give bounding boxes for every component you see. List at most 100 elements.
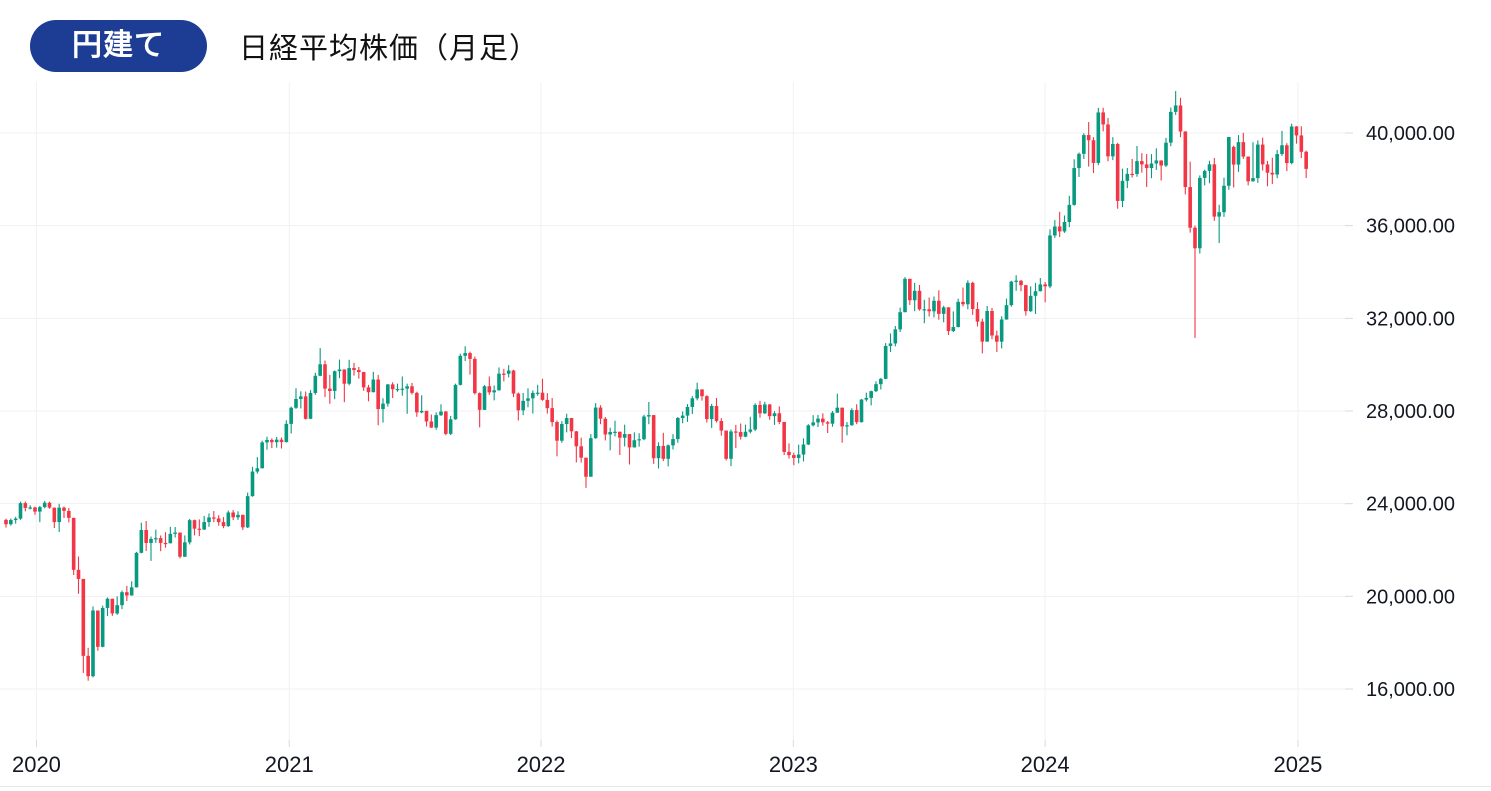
candle-body	[763, 404, 767, 414]
candle-body	[603, 418, 608, 435]
candle-body	[453, 384, 458, 420]
candle-body	[767, 404, 772, 417]
candle-body	[506, 370, 511, 374]
candle-body	[270, 439, 274, 443]
candle-body	[1202, 170, 1207, 178]
candle-body	[801, 444, 806, 455]
candle-body	[477, 393, 482, 410]
candle-body	[608, 432, 612, 435]
candle-body	[1159, 160, 1163, 166]
candle-body	[903, 278, 907, 313]
candle-body	[874, 384, 878, 392]
candle-body	[695, 389, 699, 399]
candle-body	[811, 422, 815, 426]
candle-body	[13, 518, 18, 521]
x-axis-label: 2025	[1273, 752, 1322, 777]
candle-body	[163, 542, 168, 545]
candle-body	[279, 439, 284, 443]
candle-body	[545, 399, 550, 409]
candle-body	[337, 369, 342, 372]
candle-body	[42, 502, 47, 508]
candle-body	[105, 598, 110, 608]
candle-body	[216, 518, 221, 523]
candle-body	[908, 278, 912, 301]
candle-body	[168, 533, 173, 544]
currency-badge-label: 円建て	[72, 29, 165, 62]
candle-body	[850, 410, 854, 426]
candle-body	[917, 290, 922, 310]
candle-body	[323, 364, 327, 389]
candle-body	[758, 404, 762, 414]
candle-body	[1275, 154, 1279, 175]
candle-body	[33, 507, 37, 512]
candle-body	[115, 605, 119, 614]
candle-body	[816, 418, 820, 423]
candle-body	[342, 369, 347, 384]
candle-body	[656, 445, 661, 459]
candle-body	[1009, 281, 1014, 306]
candle-body	[927, 309, 931, 312]
candle-body	[1207, 164, 1212, 171]
candle-body	[110, 598, 115, 614]
candle-body	[1149, 163, 1154, 169]
candle-body	[23, 503, 28, 508]
candle-body	[386, 384, 390, 404]
candle-body	[96, 610, 100, 647]
candle-body	[139, 529, 144, 553]
candle-body	[511, 370, 516, 394]
candle-body	[62, 507, 66, 511]
candle-body	[1227, 136, 1231, 186]
candle-body	[724, 430, 728, 459]
y-axis-label: 40,000.00	[1366, 123, 1455, 145]
candle-body	[1057, 226, 1062, 232]
candle-body	[260, 442, 264, 469]
candle-body	[405, 386, 409, 389]
candle-body	[390, 384, 395, 390]
candle-body	[4, 519, 8, 525]
candle-body	[671, 439, 675, 446]
candle-body	[937, 300, 941, 314]
candle-body	[956, 301, 960, 328]
candle-body	[28, 507, 32, 509]
candle-body	[1265, 164, 1270, 173]
candle-body	[1028, 295, 1033, 312]
candle-body	[1033, 291, 1038, 296]
candle-body	[429, 421, 434, 428]
candle-body	[1130, 173, 1134, 176]
candle-body	[154, 538, 158, 540]
y-axis-label: 24,000.00	[1366, 494, 1455, 516]
candle-body	[961, 301, 965, 305]
candle-body	[883, 345, 888, 379]
candle-body	[980, 321, 985, 342]
y-axis-label: 36,000.00	[1366, 216, 1455, 238]
candle-body	[941, 307, 946, 314]
candle-body	[410, 386, 414, 393]
candle-body	[1038, 284, 1043, 292]
candle-body	[526, 398, 530, 401]
candle-body	[231, 512, 235, 518]
candle-body	[912, 290, 917, 301]
candle-body	[995, 335, 999, 342]
candle-body	[946, 307, 951, 332]
candle-body	[439, 411, 443, 416]
candle-body	[463, 353, 467, 356]
candle-body	[714, 406, 719, 422]
candle-body	[1193, 227, 1197, 249]
candle-body	[183, 542, 187, 557]
candle-body	[57, 507, 61, 523]
candle-body	[1096, 112, 1101, 163]
candle-body	[289, 407, 293, 424]
candle-body	[1212, 164, 1217, 217]
candle-body	[642, 416, 646, 440]
axis-labels: 40,000.00 36,000.00 32,000.00 28,000.00 24,0…	[12, 123, 1455, 777]
x-axis-label: 2022	[517, 752, 566, 777]
candle-body	[709, 406, 714, 420]
candle-body	[888, 343, 893, 346]
candle-body	[1231, 146, 1236, 165]
candle-body	[705, 396, 709, 420]
candle-body	[1164, 142, 1168, 166]
candle-body	[86, 655, 90, 677]
candle-body	[173, 532, 177, 534]
